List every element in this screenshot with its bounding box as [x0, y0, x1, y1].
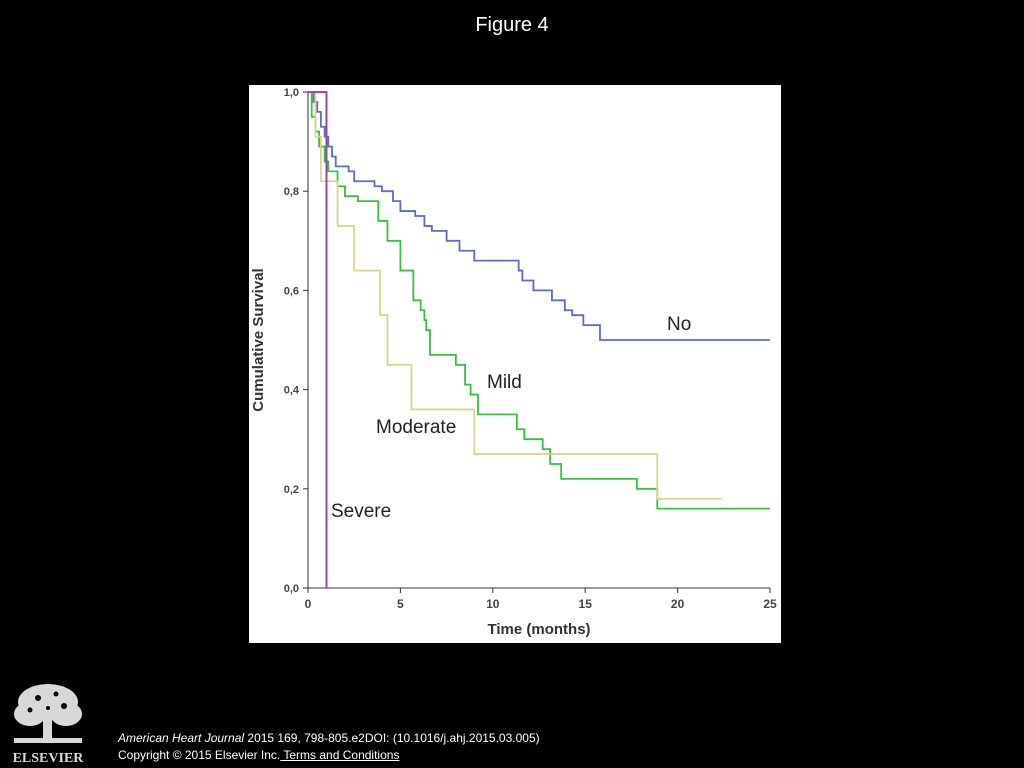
- series-line-no: [308, 91, 770, 341]
- slide-title: Figure 4: [475, 14, 549, 36]
- series-label-mild: Mild: [487, 372, 522, 393]
- series-line-moderate: [308, 91, 722, 500]
- y-tick-label: 0,0: [284, 583, 299, 595]
- citation-details: 2015 169, 798-805.e2DOI: (10.1016/j.ahj.…: [244, 731, 540, 745]
- copyright-text: Copyright © 2015 Elsevier Inc.: [118, 748, 281, 762]
- elsevier-logo-wordmark: ELSEVIER: [13, 751, 85, 766]
- y-tick-label: 1,0: [284, 87, 299, 99]
- terms-and-conditions-link[interactable]: Terms and Conditions: [280, 748, 400, 762]
- y-tick-label: 0,8: [284, 186, 299, 198]
- copyright-line: Copyright © 2015 Elsevier Inc. Terms and…: [118, 748, 399, 762]
- survival-chart-svg: 0,0 0,2 0,4 0,6 0,8 1,0 0 5 10 15 20 25 Time (months…: [250, 87, 777, 638]
- y-tick-label: 0,4: [284, 385, 300, 397]
- citation-line: American Heart Journal 2015 169, 798-805…: [118, 731, 540, 745]
- series-label-severe: Severe: [331, 501, 391, 522]
- x-tick-label: 0: [305, 597, 312, 611]
- x-tick-label: 15: [579, 597, 593, 611]
- elsevier-logo: ELSEVIER: [12, 682, 85, 766]
- y-tick-label: 0,6: [284, 285, 299, 297]
- x-tick-label: 5: [397, 597, 404, 611]
- x-tick-label: 20: [671, 597, 685, 611]
- series-line-mild: [308, 91, 770, 510]
- survival-chart: 0,0 0,2 0,4 0,6 0,8 1,0 0 5 10 15 20 25 Time (months…: [249, 85, 781, 643]
- y-axis-label: Cumulative Survival: [250, 268, 267, 411]
- series-label-no: No: [667, 314, 691, 335]
- series-label-moderate: Moderate: [376, 417, 456, 438]
- journal-name: American Heart Journal: [118, 731, 245, 745]
- series-line-severe: [308, 91, 328, 588]
- x-tick-label: 25: [763, 597, 777, 611]
- x-tick-label: 10: [486, 597, 500, 611]
- y-tick-label: 0,2: [284, 484, 299, 496]
- x-axis-label: Time (months): [487, 621, 590, 638]
